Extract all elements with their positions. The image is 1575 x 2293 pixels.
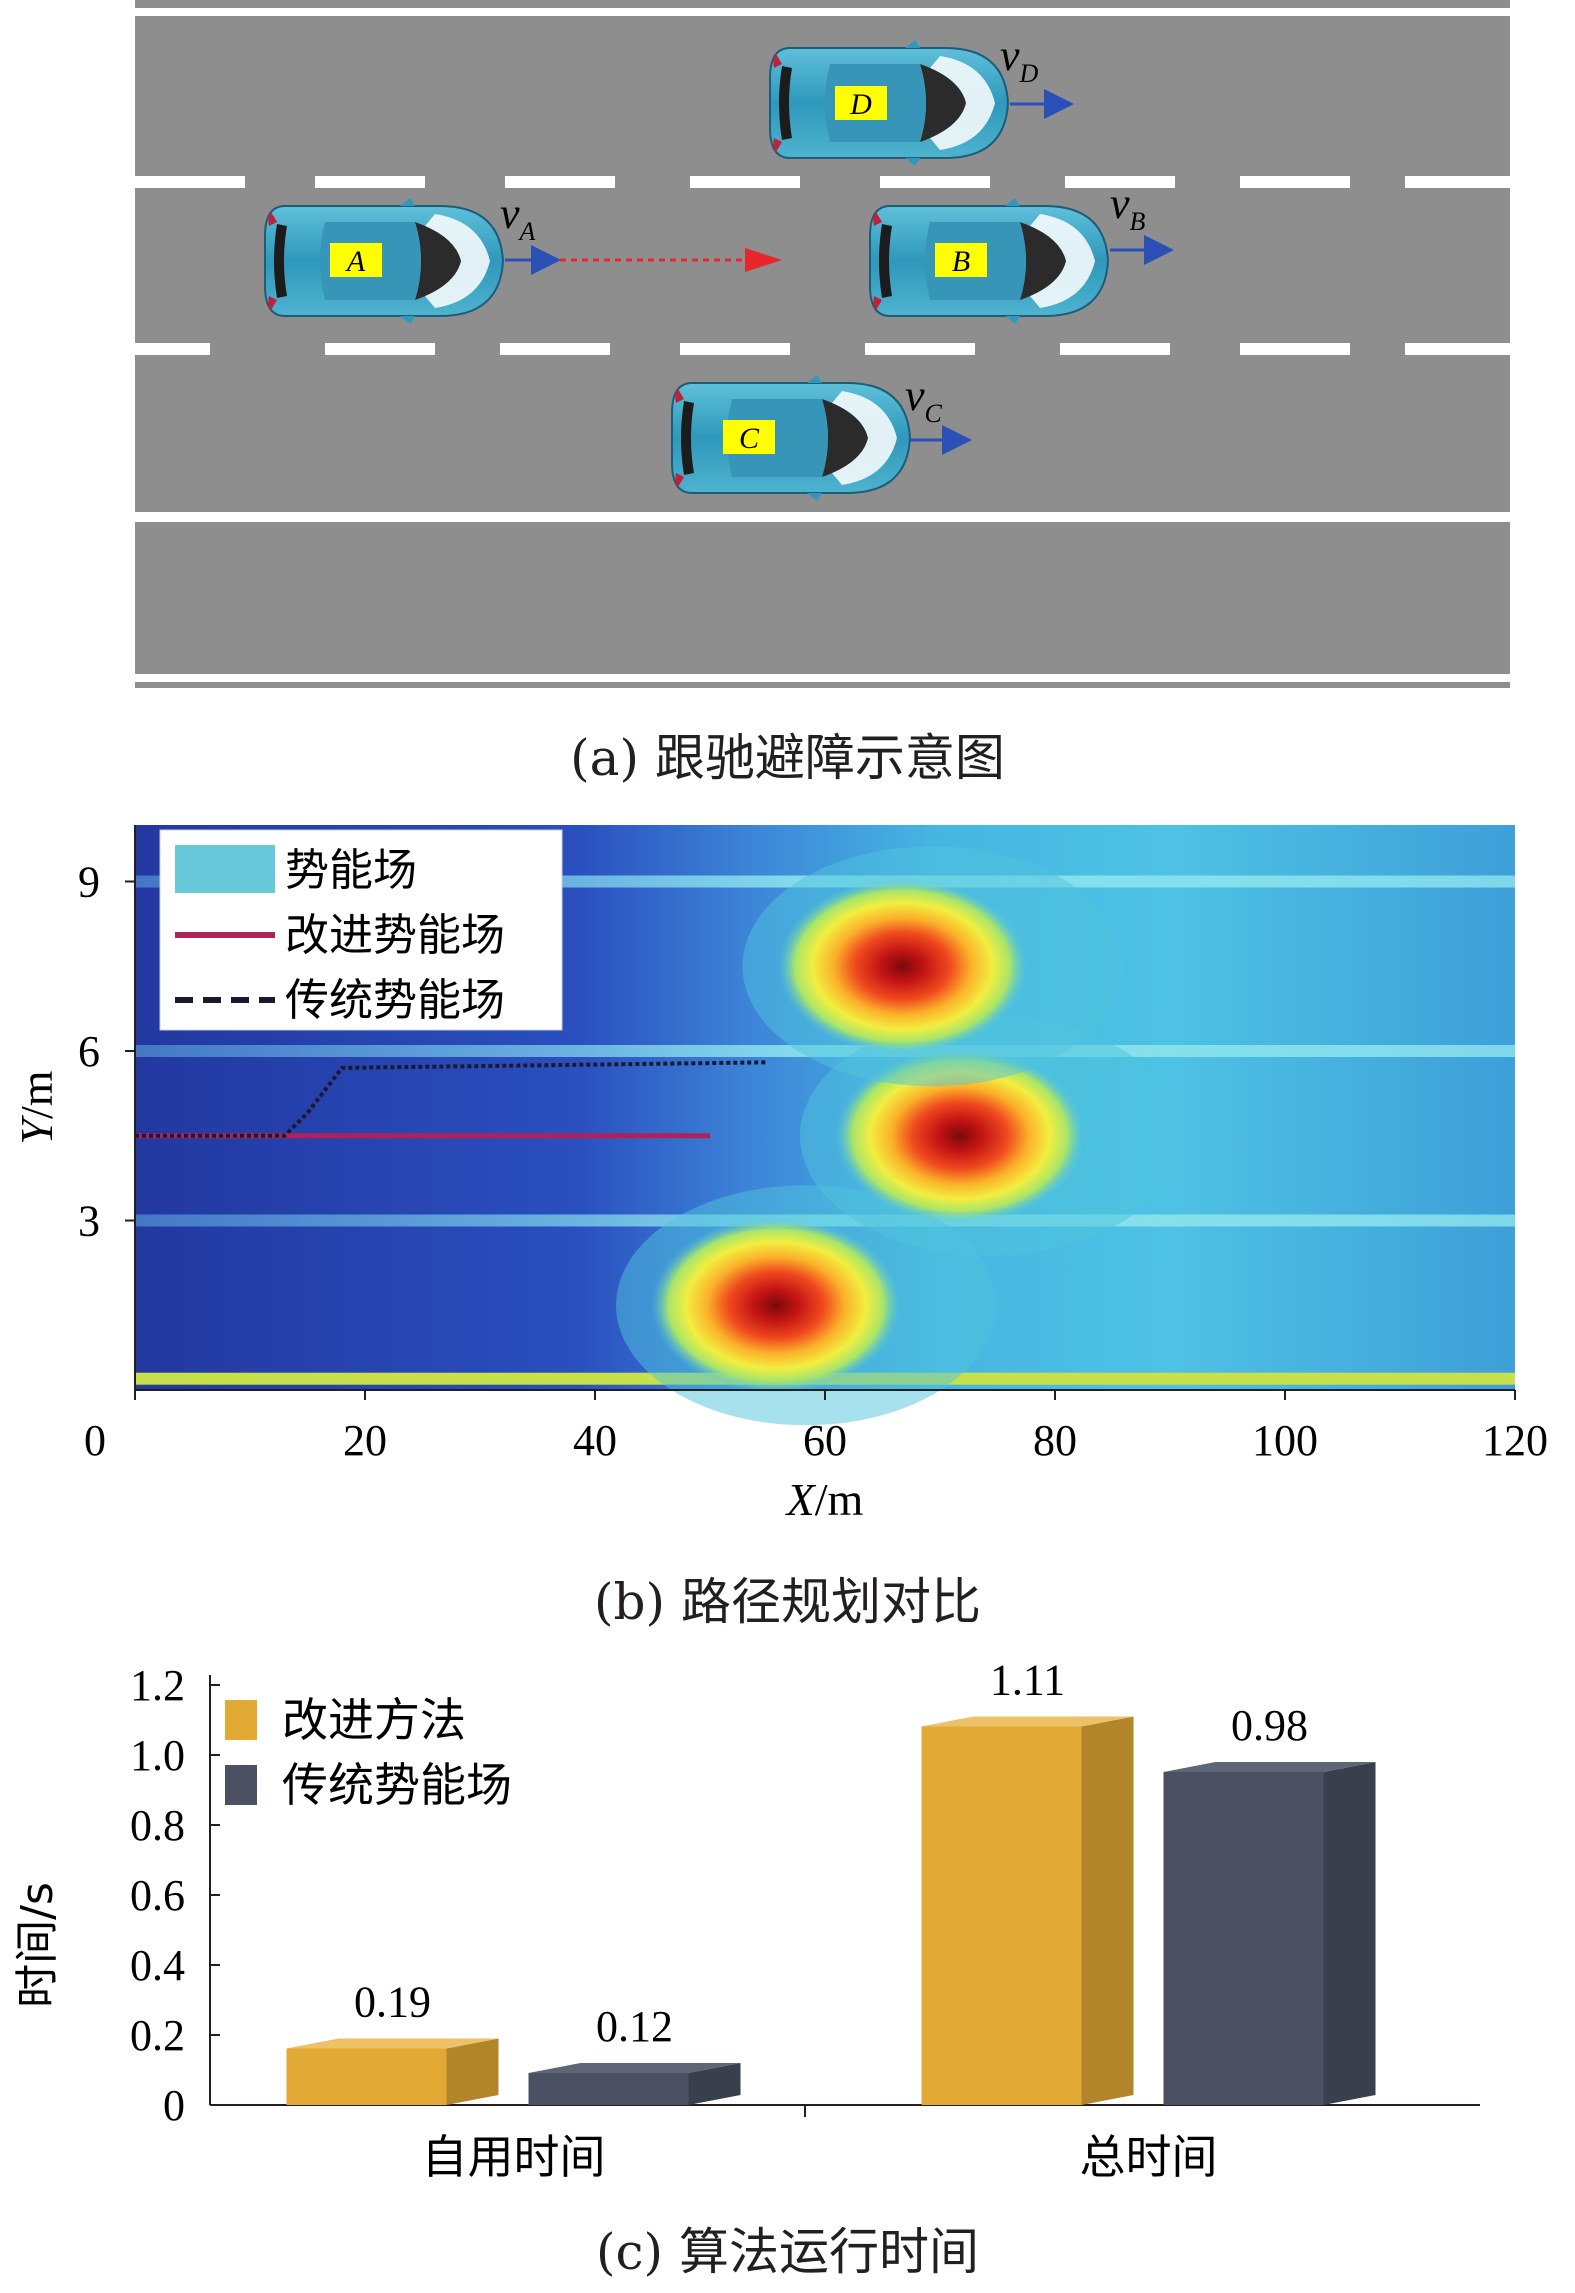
car-c: C vC xyxy=(671,371,972,502)
panel-b-path-planning: 0 20 40 60 80 100 120 3 6 9 X/m Y/m 势能场 改进势能场 传统势能场 xyxy=(0,800,1575,1530)
legend-swatch-traditional-field xyxy=(225,1765,257,1805)
bar-top xyxy=(921,1716,1134,1727)
x-tick-label: 80 xyxy=(1033,1416,1077,1465)
lane-dashes-upper xyxy=(135,176,1510,188)
car-a-plate xyxy=(330,243,382,277)
car-a-label: A xyxy=(345,245,366,278)
lane-line-top xyxy=(135,8,1510,16)
bar-traditional xyxy=(528,2073,689,2105)
car-b-label: B xyxy=(952,245,970,278)
car-d-label: D xyxy=(849,88,872,121)
y-tick-label: 1.0 xyxy=(130,1731,185,1780)
car-b-plate xyxy=(935,243,987,277)
heatmap-axes: 0 20 40 60 80 100 120 3 6 9 X/m Y/m xyxy=(11,825,1548,1525)
car-c-velocity-symbol: vC xyxy=(905,371,943,428)
bar-value-label: 0.19 xyxy=(354,1978,431,2027)
bar-side xyxy=(688,2063,741,2105)
y-tick-label: 0.4 xyxy=(130,1941,185,1990)
path-traditional xyxy=(135,1060,768,1138)
car-a: A vA xyxy=(264,189,782,325)
legend-field: 势能场 xyxy=(285,845,417,896)
x-tick-label: 0 xyxy=(84,1416,106,1465)
car-d: D vD xyxy=(769,31,1074,167)
y-axis-label: Y/m xyxy=(11,1070,62,1144)
bar-improved xyxy=(286,2048,447,2105)
y-tick-label: 0.8 xyxy=(130,1801,185,1850)
bar-value-label: 1.11 xyxy=(990,1656,1065,1705)
lane-line-bottom xyxy=(135,674,1510,682)
path-arrow-head xyxy=(745,248,782,272)
legend-swatch-improved-method xyxy=(225,1700,257,1740)
bar-top xyxy=(286,2038,499,2049)
y-tick-label: 0.6 xyxy=(130,1871,185,1920)
heatmap-legend: 势能场 改进势能场 传统势能场 xyxy=(159,829,563,1031)
bar-plot-area: 0 0.2 0.4 0.6 0.8 1.0 1.2 0.19 0.12 自用时间 1.11 0.98 总… xyxy=(130,1656,1480,2184)
panel-a-road-diagram: D vD A vA B vB C vC xyxy=(0,0,1575,700)
caption-b: (b) 路径规划对比 xyxy=(594,1573,981,1631)
y-axis-label: 时间/s xyxy=(12,1882,63,2008)
legend-traditional: 传统势能场 xyxy=(285,975,505,1026)
lane-dashes-lower xyxy=(135,343,1510,355)
car-b-velocity-symbol: vB xyxy=(1110,179,1146,236)
legend-improved: 改进势能场 xyxy=(285,910,505,961)
x-tick-label: 100 xyxy=(1252,1416,1318,1465)
potential-field-chart: 0 20 40 60 80 100 120 3 6 9 X/m Y/m 势能场 改进势能场 传统势能场 xyxy=(11,825,1548,1525)
legend-swatch-field xyxy=(175,845,275,893)
x-tick-label: 120 xyxy=(1482,1416,1548,1465)
caption-c: (c) 算法运行时间 xyxy=(596,2223,979,2281)
y-tick-label: 9 xyxy=(78,858,100,907)
obstacle-hotspot xyxy=(835,1047,1085,1224)
bar-top xyxy=(1163,1762,1376,1772)
bar-value-label: 0.12 xyxy=(596,2002,673,2051)
y-tick-label: 0.2 xyxy=(130,2011,185,2060)
car-d-velocity-symbol: vD xyxy=(1000,31,1039,88)
bar-side xyxy=(1323,1762,1376,2105)
x-tick-label: 40 xyxy=(573,1416,617,1465)
car-b: B vB xyxy=(869,179,1174,325)
bar-traditional xyxy=(1163,1772,1324,2105)
x-axis-label: X/m xyxy=(785,1474,864,1525)
caption-a: (a) 跟驰避障示意图 xyxy=(570,729,1005,787)
y-tick-label: 0 xyxy=(163,2081,185,2130)
lane-line-edge xyxy=(135,512,1510,522)
y-tick-label: 1.2 xyxy=(130,1661,185,1710)
road-diagram-svg: D vD A vA B vB C vC xyxy=(135,0,1510,688)
bar-value-label: 0.98 xyxy=(1231,1701,1308,1750)
panel-c-runtime: 0 0.2 0.4 0.6 0.8 1.0 1.2 0.19 0.12 自用时间 1.11 0.98 总… xyxy=(0,1640,1575,2220)
heatmap-plot-area xyxy=(135,825,1515,1426)
bar-improved xyxy=(921,1726,1082,2105)
legend-traditional-field: 传统势能场 xyxy=(282,1758,512,1812)
legend-improved-method: 改进方法 xyxy=(282,1693,466,1747)
bar-top xyxy=(528,2063,741,2073)
x-category-label: 自用时间 xyxy=(422,2130,606,2184)
y-tick-label: 3 xyxy=(78,1197,100,1246)
runtime-bar-chart: 0 0.2 0.4 0.6 0.8 1.0 1.2 0.19 0.12 自用时间 1.11 0.98 总… xyxy=(12,1656,1480,2184)
obstacle-hotspot xyxy=(651,1217,901,1394)
x-tick-label: 60 xyxy=(803,1416,847,1465)
bar-side xyxy=(1081,1716,1134,2105)
car-c-label: C xyxy=(739,422,760,455)
bar-legend: 改进方法 传统势能场 xyxy=(225,1693,512,1812)
x-category-label: 总时间 xyxy=(1080,2130,1218,2184)
bar-side xyxy=(446,2038,499,2105)
car-d-plate xyxy=(835,86,887,120)
x-tick-label: 20 xyxy=(343,1416,387,1465)
car-a-velocity-symbol: vA xyxy=(500,189,536,246)
y-tick-label: 6 xyxy=(78,1027,100,1076)
obstacle-hotspot xyxy=(777,878,1028,1055)
car-c-plate xyxy=(723,420,775,454)
